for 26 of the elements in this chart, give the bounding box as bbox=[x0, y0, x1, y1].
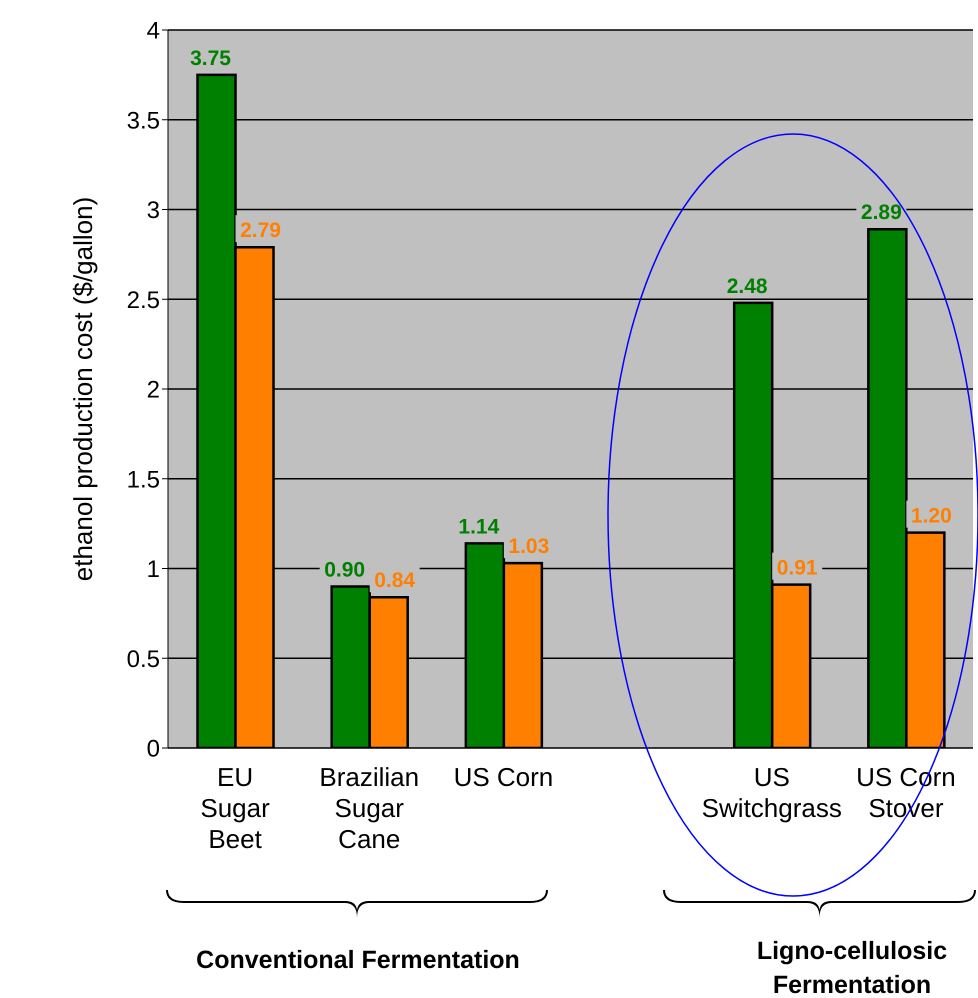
text: Ligno-cellulosic Fermentation bbox=[756, 936, 948, 998]
x-tick-label: US Switchgrass bbox=[702, 762, 842, 823]
data-label: 0.90 bbox=[324, 558, 366, 582]
y-axis-title: ethanol production cost ($/gallon) bbox=[68, 196, 98, 582]
y-tick-label: 0.5 bbox=[126, 646, 160, 673]
data-label: 1.03 bbox=[508, 535, 550, 558]
y-tick-label: 0 bbox=[146, 736, 160, 763]
data-label: 3.75 bbox=[190, 46, 232, 70]
data-label: 2.48 bbox=[726, 274, 768, 298]
data-label: 0.84 bbox=[374, 569, 416, 592]
data-label: 2.89 bbox=[860, 201, 902, 224]
data-label: 2.79 bbox=[240, 219, 281, 242]
y-tick-label: 3.5 bbox=[126, 107, 160, 134]
text: Conventional Fermentation bbox=[195, 946, 521, 975]
x-tick-label: EU Sugar Beet bbox=[200, 762, 270, 854]
y-tick-label: 1.5 bbox=[126, 466, 160, 494]
x-tick-label: Brazilian Sugar Cane bbox=[319, 762, 420, 854]
y-tick-label: 1 bbox=[146, 556, 160, 584]
data-label: 1.14 bbox=[458, 515, 500, 538]
y-tick-label: 4 bbox=[146, 18, 160, 45]
data-label: 1.20 bbox=[910, 504, 952, 528]
y-tick-label: 3 bbox=[146, 197, 160, 224]
y-tick-label: 2 bbox=[146, 376, 160, 404]
x-tick-label: US Corn bbox=[454, 762, 554, 792]
data-label: 0.91 bbox=[776, 556, 818, 580]
y-tick-label: 2.5 bbox=[126, 286, 160, 314]
